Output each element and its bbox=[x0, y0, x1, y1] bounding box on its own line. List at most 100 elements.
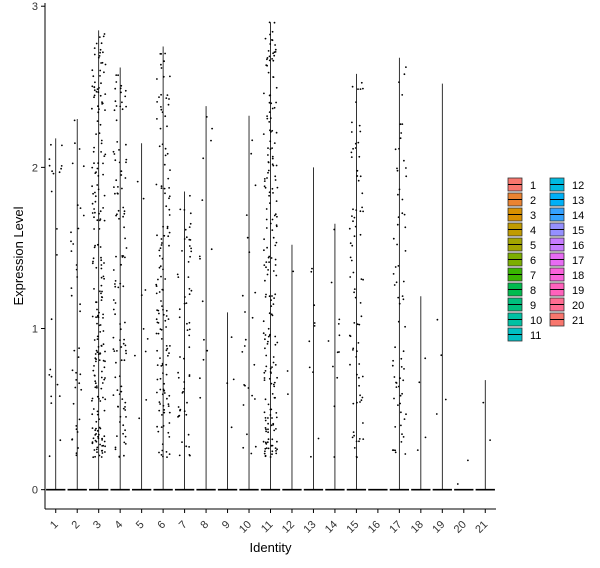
cell-point bbox=[104, 153, 107, 156]
cell-point bbox=[122, 342, 125, 345]
legend-item-10: 10 bbox=[507, 312, 542, 327]
cell-point bbox=[98, 324, 101, 327]
legend-label: 2 bbox=[530, 195, 536, 207]
cell-point bbox=[115, 74, 118, 76]
cell-point bbox=[166, 456, 168, 458]
cell-point bbox=[155, 292, 158, 295]
cell-point bbox=[275, 450, 277, 452]
cell-point bbox=[119, 339, 121, 341]
cell-point bbox=[144, 350, 147, 353]
cell-point bbox=[402, 436, 405, 438]
cell-point bbox=[267, 447, 270, 450]
cell-point bbox=[268, 312, 271, 315]
legend-item-14: 14 bbox=[549, 207, 584, 222]
cell-point bbox=[155, 285, 158, 287]
cell-point bbox=[338, 318, 341, 321]
cell-point bbox=[124, 435, 127, 438]
cell-point bbox=[354, 225, 357, 228]
cell-point bbox=[267, 154, 269, 156]
cell-point bbox=[58, 171, 61, 174]
cell-point bbox=[160, 63, 162, 66]
cell-point bbox=[94, 211, 96, 214]
cell-point bbox=[333, 405, 336, 408]
cell-point bbox=[356, 350, 358, 353]
cell-point bbox=[168, 352, 170, 354]
cell-point bbox=[162, 455, 164, 458]
cell-point bbox=[123, 338, 125, 341]
violin-group-6 bbox=[153, 46, 173, 491]
legend-label: 21 bbox=[572, 315, 584, 327]
cell-point bbox=[181, 250, 183, 252]
cell-point bbox=[94, 200, 97, 203]
x-tick-label: 9 bbox=[220, 519, 233, 532]
cell-point bbox=[103, 33, 106, 35]
cell-point bbox=[273, 106, 276, 109]
cell-point bbox=[125, 352, 127, 355]
cell-point bbox=[103, 440, 106, 443]
cell-point bbox=[94, 386, 97, 389]
legend-label: 4 bbox=[530, 225, 536, 237]
cell-point bbox=[269, 367, 272, 370]
cell-point bbox=[103, 71, 105, 74]
cell-point bbox=[167, 235, 170, 238]
cell-point bbox=[286, 370, 289, 372]
cell-point bbox=[267, 438, 270, 441]
cell-point bbox=[276, 448, 278, 451]
cell-point bbox=[435, 413, 438, 415]
cell-point bbox=[161, 364, 164, 366]
cell-point bbox=[98, 359, 101, 361]
cell-point bbox=[274, 48, 277, 51]
cell-point bbox=[72, 402, 75, 405]
cell-point bbox=[266, 58, 268, 61]
cell-point bbox=[265, 354, 268, 357]
cell-point bbox=[267, 422, 269, 425]
cell-point bbox=[264, 417, 267, 419]
cell-point bbox=[157, 332, 160, 335]
cell-point bbox=[119, 105, 122, 108]
cell-point bbox=[118, 161, 121, 164]
cell-point bbox=[266, 117, 269, 120]
cell-point bbox=[456, 483, 459, 485]
cell-point bbox=[161, 257, 164, 260]
cell-point bbox=[99, 246, 102, 248]
cell-point bbox=[161, 443, 164, 446]
cell-point bbox=[185, 445, 188, 448]
legend-label: 3 bbox=[530, 210, 536, 222]
cell-point bbox=[104, 93, 107, 95]
violin-group-5 bbox=[131, 143, 152, 491]
x-tick-label: 8 bbox=[198, 519, 211, 532]
cell-point bbox=[140, 294, 143, 296]
cell-point bbox=[101, 452, 104, 454]
cell-point bbox=[349, 276, 352, 278]
cell-point bbox=[163, 392, 166, 394]
cell-point bbox=[394, 449, 397, 452]
cell-point bbox=[265, 266, 267, 269]
cell-point bbox=[244, 384, 246, 387]
x-tick-label: 14 bbox=[323, 519, 340, 536]
cell-point bbox=[165, 373, 168, 376]
cell-point bbox=[360, 81, 363, 84]
cell-point bbox=[263, 249, 265, 252]
cell-point bbox=[93, 47, 96, 49]
cell-point bbox=[94, 353, 97, 355]
cell-point bbox=[268, 21, 271, 24]
legend-label: 17 bbox=[572, 255, 584, 267]
cell-point bbox=[189, 255, 192, 258]
legend-item-4: 4 bbox=[507, 222, 536, 237]
cell-point bbox=[161, 305, 163, 307]
cell-point bbox=[79, 373, 82, 376]
cell-point bbox=[398, 147, 400, 150]
cell-point bbox=[264, 279, 266, 282]
cell-point bbox=[159, 388, 162, 391]
cell-point bbox=[399, 137, 402, 140]
cell-point bbox=[92, 437, 95, 440]
cell-point bbox=[202, 157, 205, 160]
cell-point bbox=[185, 302, 188, 304]
cell-point bbox=[114, 376, 117, 379]
cell-point bbox=[100, 456, 103, 458]
cell-point bbox=[268, 377, 271, 380]
cell-point bbox=[91, 441, 94, 444]
cell-point bbox=[163, 411, 166, 414]
cell-point bbox=[168, 98, 170, 100]
